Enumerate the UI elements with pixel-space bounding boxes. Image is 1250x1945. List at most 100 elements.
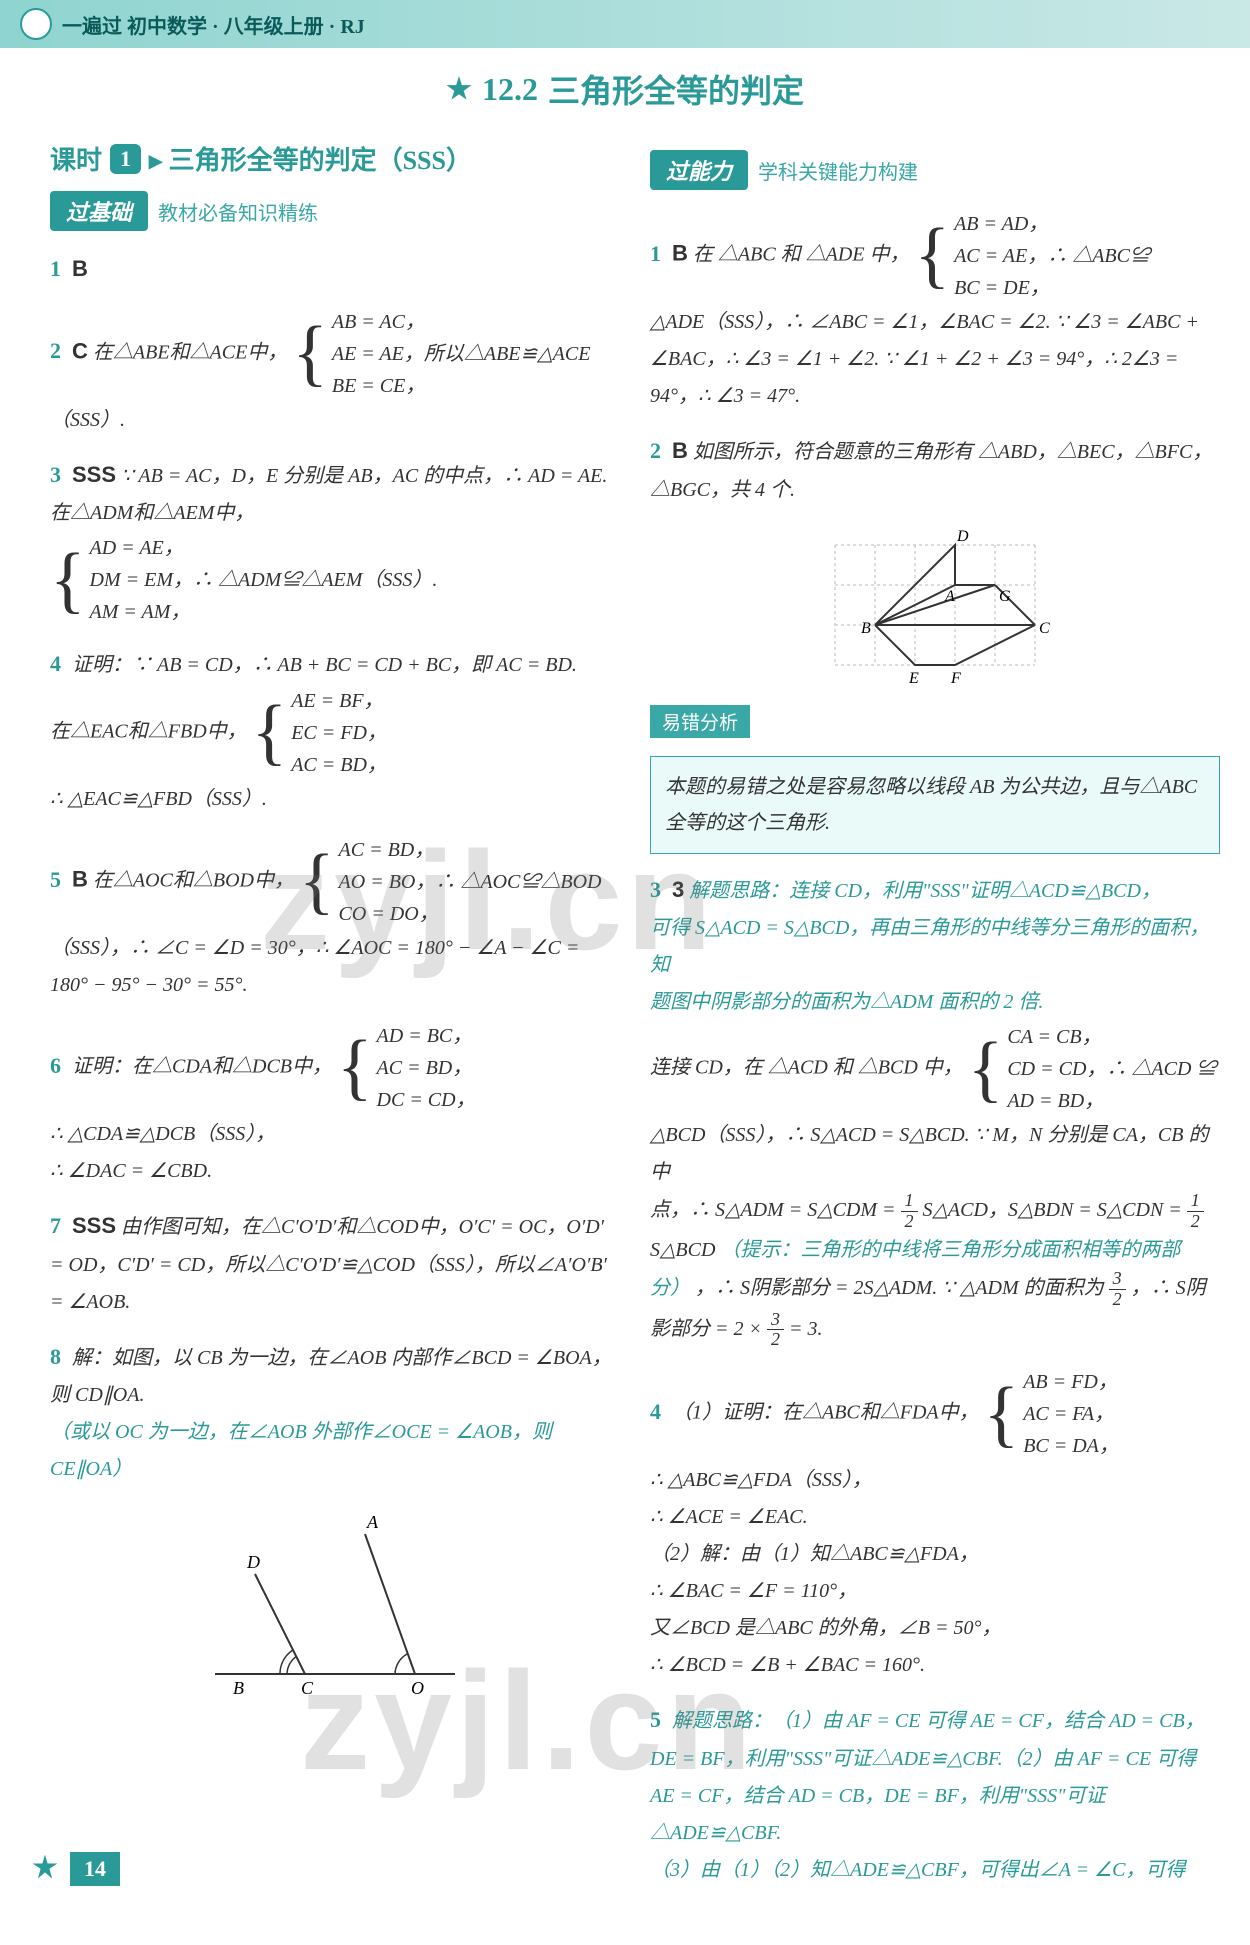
problem-3: 3 SSS ∵ AB = AC，D，E 分别是 AB，AC 的中点，∴ AD =… (50, 455, 620, 629)
page-number: 14 (70, 1852, 120, 1886)
hint-text: 题图中阴影部分的面积为△ADM 面积的 2 倍. (650, 984, 1220, 1021)
brace-icon: { (50, 551, 86, 610)
problem-line: ∴ ∠ACE = ∠EAC. (650, 1499, 1220, 1536)
brace-line: AC = BD， (339, 834, 602, 866)
right-column: 过能力 学科关键能力构建 1 B 在 △ABC 和 △ADE 中， { AB =… (650, 122, 1220, 1905)
star-icon (446, 76, 472, 102)
label-D: D (956, 528, 969, 545)
brace-block: { AE = BF， EC = FD， AC = BD， (252, 685, 387, 781)
answer-letter: 3 (672, 877, 684, 902)
brace-line: CD = CD，∴ △ACD ≌ (1007, 1053, 1216, 1085)
brace-block: { AB = FD， AC = FA， BC = DA， (984, 1366, 1119, 1462)
brace-line: CA = CB， (1007, 1021, 1216, 1053)
brace-line: DM = EM，∴ △ADM≌△AEM（SSS）. (90, 564, 438, 596)
answer-letter: SSS (72, 1213, 116, 1238)
problem-number: 6 (50, 1053, 61, 1078)
section-basic: 过基础 教材必备知识精练 (50, 191, 620, 231)
problem-number: 3 (50, 462, 61, 487)
problem-number: 4 (650, 1399, 661, 1424)
brace-icon: { (299, 852, 335, 911)
section-tag: 过能力 (650, 150, 748, 190)
label-B: B (233, 1678, 244, 1698)
problem-5: 5 B 在△AOC和△BOD中， { AC = BD， AO = BO，∴ △A… (50, 834, 620, 1004)
hint-text: （3）由（1）（2）知△ADE≌△CBF，可得出∠A = ∠C，可得 (650, 1852, 1220, 1889)
brace-line: EC = FD， (291, 717, 387, 749)
brace-line: AD = AE， (90, 532, 438, 564)
problem-number: 5 (50, 867, 61, 892)
lesson-number-badge: 1 (110, 144, 141, 174)
fraction: 12 (901, 1191, 918, 1232)
label-B: B (861, 620, 871, 637)
brace-line: BC = DA， (1023, 1430, 1119, 1462)
label-O: O (411, 1678, 424, 1698)
hint-text: 可得 S△ACD = S△BCD，再由三角形的中线等分三角形的面积，知 (650, 910, 1220, 984)
label-C: C (1039, 620, 1050, 637)
problem-body: 由作图可知，在△C′O′D′和△COD中，O′C′ = OC，O′D′ = OD… (50, 1216, 607, 1313)
brace-block: { AD = BC， AC = BD， DC = CD， (337, 1020, 476, 1116)
problem-2: 2 C 在△ABE和△ACE中， { AB = AC， AE = AE，所以△A… (50, 306, 620, 439)
lesson-title: 课时 1 ▸ 三角形全等的判定（SSS） (50, 140, 620, 177)
problem-1: 1 B (50, 249, 620, 290)
problem-text: 在△ABE和△ACE中， (93, 341, 287, 363)
figure-angle-diagram: A D B C O (195, 1504, 475, 1704)
fraction: 32 (1109, 1269, 1126, 1310)
hint-text: 解题思路：连接 CD，利用"SSS"证明△ACD≌△BCD， (689, 880, 1161, 902)
chapter-number: 12.2 (482, 71, 538, 108)
problem-number: 1 (650, 241, 661, 266)
chapter-name: 三角形全等的判定 (548, 66, 804, 112)
section-sub: 学科关键能力构建 (758, 156, 918, 185)
brace-icon: { (915, 226, 951, 285)
brace-icon: { (337, 1038, 373, 1097)
problem-tail: ∴ △EAC≌△FBD（SSS）. (50, 781, 620, 818)
answer-letter: B (672, 241, 688, 266)
problem-7: 7 SSS 由作图可知，在△C′O′D′和△COD中，O′C′ = OC，O′D… (50, 1206, 620, 1321)
fraction: 12 (1187, 1191, 1204, 1232)
content-columns: 课时 1 ▸ 三角形全等的判定（SSS） 过基础 教材必备知识精练 1 B 2 … (0, 122, 1250, 1945)
section-ability: 过能力 学科关键能力构建 (650, 150, 1220, 190)
problem-line: ∴ ∠BAC = ∠F = 110°， (650, 1573, 1220, 1610)
problem-tail: （SSS）. (50, 402, 620, 439)
easy-error-box: 易错分析 本题的易错之处是容易忽略以线段 AB 为公共边，且与△ABC 全等的这… (650, 705, 1220, 854)
r-problem-1: 1 B 在 △ABC 和 △ADE 中， { AB = AD， AC = AE，… (650, 208, 1220, 415)
problem-line: △BCD（SSS），∴ S△ACD = S△BCD. ∵ M，N 分别是 CA，… (650, 1117, 1220, 1191)
problem-lead: 连接 CD，在 △ACD 和 △BCD 中， (650, 1057, 963, 1079)
fraction: 32 (767, 1310, 784, 1351)
label-G: G (999, 588, 1011, 605)
brace-line: AC = BD， (377, 1052, 476, 1084)
brace-line: AD = BC， (377, 1020, 476, 1052)
problem-number: 1 (50, 256, 61, 281)
brace-line: CO = DO， (339, 898, 602, 930)
brace-icon: { (984, 1385, 1020, 1444)
brace-block: { AB = AC， AE = AE，所以△ABE≌△ACE BE = CE， (292, 306, 590, 402)
problem-line: 点，∴ S△ADM = S△CDM = 12 S△ACD，S△BDN = S△C… (650, 1191, 1220, 1350)
answer-letter: C (72, 338, 88, 363)
brace-icon: { (292, 324, 328, 383)
problem-body: 如图所示，符合题意的三角形有 △ABD，△BEC，△BFC，△BGC，共 4 个… (650, 441, 1212, 501)
answer-letter: SSS (72, 462, 116, 487)
lesson-prefix: 课时 (50, 140, 102, 177)
label-A: A (366, 1512, 379, 1532)
text-seg: 点，∴ S△ADM = S△CDM = (650, 1199, 901, 1221)
text-seg: ，∴ S阴影部分 = 2S△ADM. ∵ △ADM 的面积为 (695, 1277, 1109, 1299)
brace-icon: { (968, 1040, 1004, 1099)
brace-line: AE = BF， (291, 685, 387, 717)
problem-number: 4 (50, 651, 61, 676)
section-sub: 教材必备知识精练 (158, 197, 318, 226)
text-seg: = 3. (789, 1317, 823, 1339)
label-C: C (301, 1678, 314, 1698)
brace-line: BC = DE， (954, 272, 1150, 304)
figure-grid-diagram: D A G B C E F (815, 525, 1055, 695)
problem-note: （或以 OC 为一边，在∠AOB 外部作∠OCE = ∠AOB，则 CE∥OA） (50, 1414, 620, 1488)
text-seg: S△BCD (650, 1239, 715, 1261)
problem-lead: 在△AOC和△BOD中， (93, 870, 294, 892)
problem-line: ∴ ∠DAC = ∠CBD. (50, 1153, 620, 1190)
label-F: F (950, 670, 961, 687)
brace-block: { AB = AD， AC = AE，∴ △ABC≌ BC = DE， (915, 208, 1150, 304)
section-tag: 过基础 (50, 191, 148, 231)
lesson-name: ▸ 三角形全等的判定（SSS） (149, 140, 472, 177)
r-problem-2: 2 B 如图所示，符合题意的三角形有 △ABD，△BEC，△BFC，△BGC，共… (650, 431, 1220, 509)
problem-lead: 在 △ABC 和 △ADE 中， (693, 244, 910, 266)
problem-line: ∴ △CDA≌△DCB（SSS）， (50, 1116, 620, 1153)
hint-text: 解题思路：（1）由 AF = CE 可得 AE = CF，结合 AD = CB，… (650, 1710, 1205, 1844)
answer-letter: B (72, 256, 88, 281)
